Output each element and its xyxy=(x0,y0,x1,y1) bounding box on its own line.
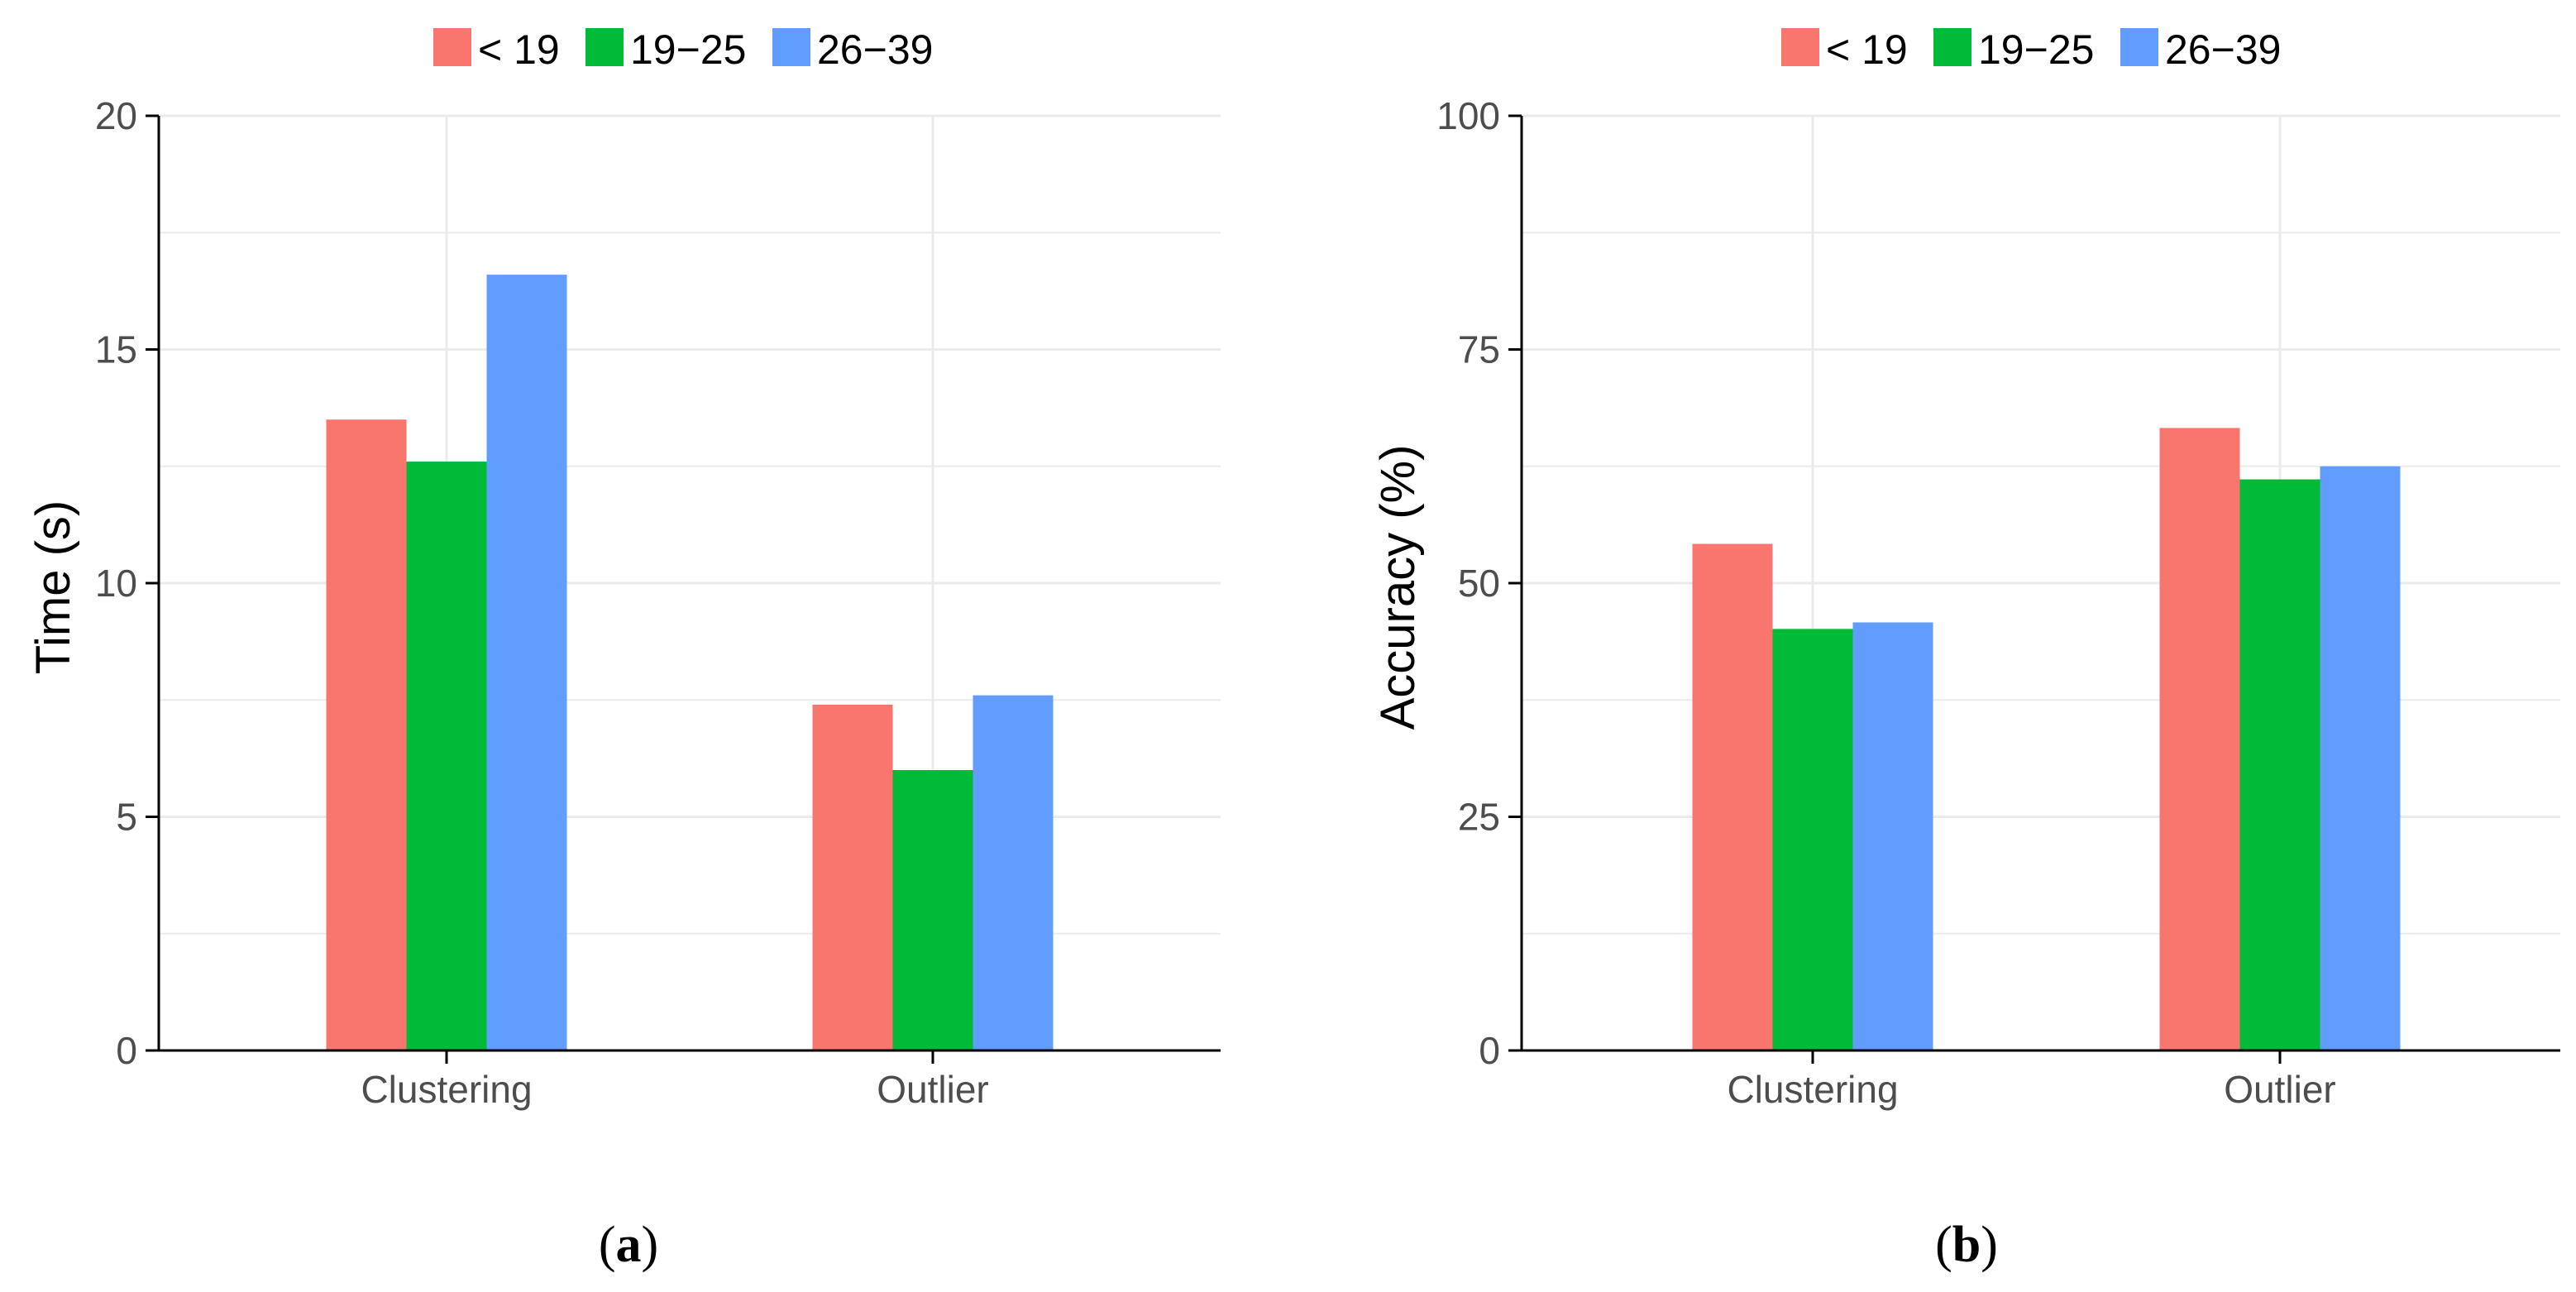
x-tick-label: Outlier xyxy=(2224,1068,2335,1111)
y-tick-label: 50 xyxy=(1458,562,1500,605)
bar xyxy=(1692,543,1773,1050)
bar xyxy=(326,419,407,1050)
y-tick-label: 20 xyxy=(95,94,137,137)
y-ticks: 0 5 10 15 20 xyxy=(95,94,137,1072)
legend-swatch-1 xyxy=(585,28,624,66)
bar xyxy=(486,275,567,1051)
bar xyxy=(1852,622,1933,1050)
bar xyxy=(2320,466,2401,1050)
legend-swatch-0 xyxy=(433,28,471,66)
panel-caption-letter: b xyxy=(1952,1217,1981,1273)
legend-label-1: 19−25 xyxy=(630,26,746,73)
y-tick-label: 5 xyxy=(116,796,137,839)
gridlines xyxy=(159,114,1221,1052)
panel-caption: (a) xyxy=(599,1217,658,1273)
y-tick-label: 15 xyxy=(95,328,137,371)
legend-label-2: 26−39 xyxy=(2165,26,2281,73)
bar xyxy=(2159,428,2240,1050)
legend: < 19 19−25 26−39 xyxy=(433,26,933,73)
y-tick-label: 25 xyxy=(1458,796,1500,839)
y-axis-title: Time (s) xyxy=(26,500,80,674)
y-tick-label: 10 xyxy=(95,562,137,605)
panel-b: < 19 19−25 26−39 0 25 50 75 100 Clusteri… xyxy=(1371,26,2560,1273)
y-ticks: 0 25 50 75 100 xyxy=(1436,94,1500,1072)
x-tick-label: Outlier xyxy=(877,1068,988,1111)
panel-a: < 19 19−25 26−39 0 5 10 15 20 Clustering… xyxy=(26,26,1221,1273)
y-tick-label: 75 xyxy=(1458,328,1500,371)
x-ticks: Clustering Outlier xyxy=(361,1068,988,1111)
legend-label-0: < 19 xyxy=(1826,26,1908,73)
legend-swatch-1 xyxy=(1933,28,1971,66)
legend-label-2: 26−39 xyxy=(817,26,933,73)
legend-label-1: 19−25 xyxy=(1978,26,2094,73)
x-tick-label: Clustering xyxy=(361,1068,532,1111)
y-tick-label: 0 xyxy=(116,1029,137,1072)
y-tick-label: 0 xyxy=(1479,1029,1500,1072)
y-tick-label: 100 xyxy=(1436,94,1500,137)
bar xyxy=(892,770,973,1050)
y-axis-title: Accuracy (%) xyxy=(1371,445,1425,730)
x-tick-label: Clustering xyxy=(1727,1068,1898,1111)
legend-label-0: < 19 xyxy=(478,26,560,73)
x-ticks: Clustering Outlier xyxy=(1727,1068,2335,1111)
bars xyxy=(326,275,1054,1051)
panel-caption-letter: a xyxy=(616,1217,642,1273)
bars xyxy=(1692,428,2401,1050)
bar xyxy=(812,704,893,1050)
bar xyxy=(1772,629,1853,1050)
gridlines xyxy=(1522,114,2560,1052)
legend-swatch-0 xyxy=(1781,28,1819,66)
axes xyxy=(146,114,1221,1064)
legend-swatch-2 xyxy=(772,28,810,66)
legend-swatch-2 xyxy=(2120,28,2158,66)
bar xyxy=(2239,479,2320,1050)
legend: < 19 19−25 26−39 xyxy=(1781,26,2281,73)
bar xyxy=(406,462,487,1050)
panel-caption: (b) xyxy=(1935,1217,1998,1273)
bar xyxy=(973,695,1054,1050)
axes xyxy=(1508,114,2560,1064)
